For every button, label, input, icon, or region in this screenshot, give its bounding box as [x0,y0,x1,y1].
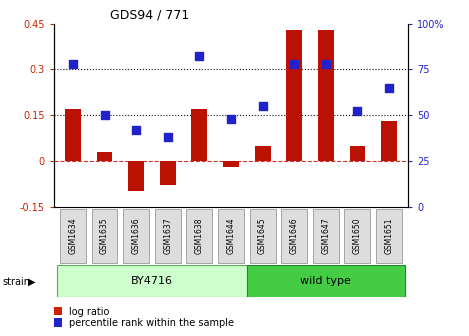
Text: strain: strain [2,277,30,287]
Bar [97,152,113,161]
Point [259,103,266,109]
Point [322,61,330,67]
Text: percentile rank within the sample: percentile rank within the sample [69,318,234,328]
Bar [160,161,176,185]
Text: wild type: wild type [300,277,351,286]
FancyBboxPatch shape [250,209,276,263]
Point [354,109,361,114]
Point [386,85,393,90]
Text: log ratio: log ratio [69,307,110,317]
Text: GSM1635: GSM1635 [100,218,109,254]
Text: GDS94 / 771: GDS94 / 771 [111,8,189,22]
FancyBboxPatch shape [281,209,307,263]
Text: GSM1651: GSM1651 [385,218,393,254]
Bar [191,109,207,161]
Bar [65,109,81,161]
FancyBboxPatch shape [91,209,117,263]
Bar [223,161,239,167]
Bar [54,307,62,315]
Bar [381,121,397,161]
FancyBboxPatch shape [60,209,86,263]
Text: GSM1650: GSM1650 [353,218,362,254]
Bar [128,161,144,192]
Bar [286,30,302,161]
FancyBboxPatch shape [345,209,371,263]
Text: GSM1634: GSM1634 [68,218,77,254]
Bar [54,318,62,327]
FancyBboxPatch shape [313,209,339,263]
Bar [255,145,271,161]
Text: GSM1647: GSM1647 [321,218,330,254]
FancyBboxPatch shape [57,265,247,297]
Text: GSM1644: GSM1644 [227,218,235,254]
FancyBboxPatch shape [376,209,402,263]
FancyBboxPatch shape [218,209,244,263]
FancyBboxPatch shape [186,209,212,263]
Text: GSM1636: GSM1636 [132,218,141,254]
Point [69,61,76,67]
Point [196,54,203,59]
Text: ▶: ▶ [28,277,36,287]
Bar [318,30,334,161]
FancyBboxPatch shape [123,209,149,263]
Text: BY4716: BY4716 [131,277,173,286]
Point [164,134,172,140]
Point [290,61,298,67]
Point [227,116,234,121]
FancyBboxPatch shape [155,209,181,263]
Text: GSM1637: GSM1637 [163,218,172,254]
Bar [349,145,365,161]
FancyBboxPatch shape [247,265,405,297]
Text: GSM1638: GSM1638 [195,218,204,254]
Text: GSM1646: GSM1646 [290,218,299,254]
Point [132,127,140,132]
Point [101,113,108,118]
Text: GSM1645: GSM1645 [258,218,267,254]
